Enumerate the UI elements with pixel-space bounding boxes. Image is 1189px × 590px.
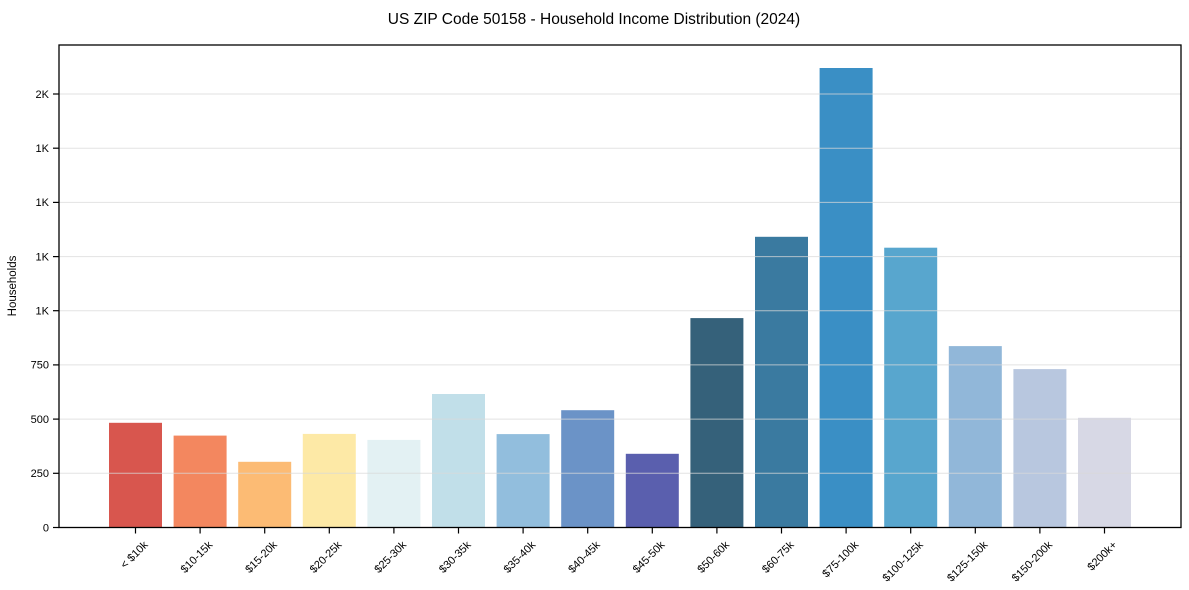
bar-200k: [1078, 417, 1131, 528]
x-tick-label: $150-200k: [1010, 539, 1056, 585]
x-tick-label: $10-15k: [179, 539, 216, 576]
bar-150-200k: [1013, 369, 1067, 528]
bar-45-50k: [625, 453, 679, 528]
x-tick-label: $45-50k: [631, 539, 668, 576]
y-tick-label: 0: [43, 522, 49, 534]
ticks-group: [53, 93, 1106, 534]
x-tick-label: $40-45k: [566, 539, 603, 576]
bar-20-25k: [302, 433, 356, 528]
y-tick-label: 1K: [36, 306, 50, 318]
x-tick-label: $100-125k: [881, 539, 927, 585]
x-tick-label: $125-150k: [945, 539, 991, 585]
x-tick-label: $30-35k: [437, 539, 474, 576]
y-axis-label: Households: [7, 255, 19, 316]
bar-25-30k: [367, 439, 421, 528]
gridlines-group: [59, 93, 1181, 474]
x-tick-label: $60-75k: [760, 539, 797, 576]
bar-125-150k: [948, 346, 1002, 528]
x-tick-label: $20-25k: [308, 539, 345, 576]
chart-title: US ZIP Code 50158 - Household Income Dis…: [388, 11, 800, 28]
y-tick-label: 1K: [36, 251, 50, 263]
y-tick-label: 2K: [36, 89, 50, 101]
bar-60-75k: [755, 236, 808, 528]
x-tick-label: $15-20k: [243, 539, 280, 576]
y-tick-label: 1K: [36, 197, 50, 209]
bar-10-15k: [173, 435, 227, 528]
x-tick-label: $200k+: [1085, 539, 1119, 573]
bar-50-60k: [690, 318, 744, 528]
y-tick-label: 750: [31, 360, 49, 372]
bar-30-35k: [432, 394, 485, 528]
bars-group: [109, 68, 1131, 528]
x-tick-label: < $10k: [119, 539, 151, 571]
x-tick-label: $50-60k: [695, 539, 732, 576]
bar-75-100k: [819, 68, 873, 528]
y-tick-label: 250: [31, 468, 49, 480]
bar-15-20k: [238, 461, 292, 528]
bar-35-40k: [496, 434, 550, 528]
x-tick-label: $25-30k: [372, 539, 409, 576]
bar-100-125k: [884, 247, 938, 528]
bar-40-45k: [561, 410, 615, 528]
plot-frame-group: [58, 44, 1182, 529]
x-tick-label: $35-40k: [502, 539, 539, 576]
bar-10k: [109, 422, 162, 528]
plot-frame: [58, 44, 1182, 529]
x-tick-label: $75-100k: [820, 539, 861, 580]
y-tick-label: 1K: [36, 143, 50, 155]
y-tick-label: 500: [31, 414, 49, 426]
